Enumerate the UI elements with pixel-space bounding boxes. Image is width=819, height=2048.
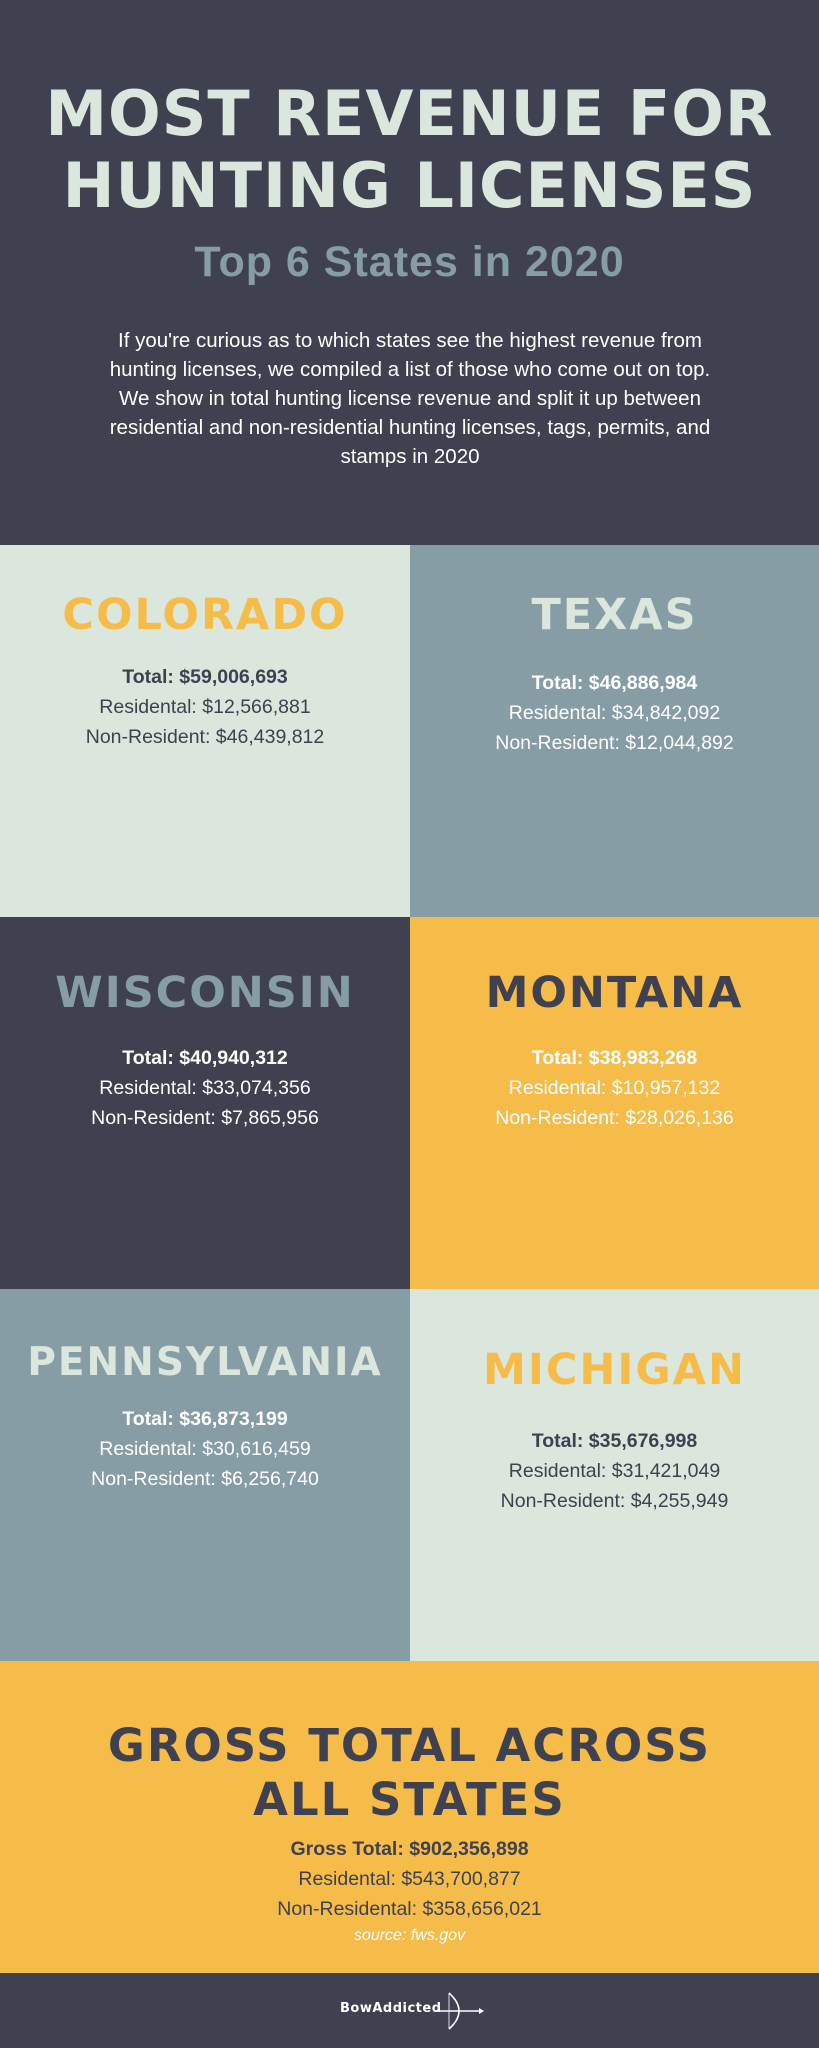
gross-total: Gross Total: $902,356,898 bbox=[290, 1838, 529, 1860]
header-section: MOST REVENUE FOR HUNTING LICENSES Top 6 … bbox=[0, 0, 819, 545]
source-note: source: fws.gov bbox=[353, 1927, 466, 1944]
state-panel-wisconsin: WISCONSIN Total: $40,940,312 Residental:… bbox=[0, 917, 410, 1289]
state-panel-texas: TEXAS Total: $46,886,984 Residental: $34… bbox=[410, 545, 819, 917]
state-non-resident: Non-Resident: $46,439,812 bbox=[85, 726, 325, 748]
state-non-resident: Non-Resident: $4,255,949 bbox=[500, 1490, 729, 1512]
state-stats: Total: $35,676,998 Residental: $31,421,0… bbox=[410, 1426, 819, 1516]
state-name: MONTANA bbox=[485, 968, 744, 1018]
gross-total-section: GROSS TOTAL ACROSS ALL STATES Gross Tota… bbox=[0, 1661, 819, 1973]
bowaddicted-logo: BowAddicted bbox=[340, 1991, 490, 2031]
state-stats: Total: $38,983,268 Residental: $10,957,1… bbox=[410, 1043, 819, 1133]
gross-non-residential: Non-Residental: $358,656,021 bbox=[277, 1898, 542, 1920]
state-residential: Residental: $12,566,881 bbox=[99, 696, 311, 718]
state-total: Total: $38,983,268 bbox=[531, 1047, 698, 1069]
state-panel-pennsylvania: PENNSYLVANIA Total: $36,873,199 Resident… bbox=[0, 1289, 410, 1661]
state-stats: Total: $36,873,199 Residental: $30,616,4… bbox=[0, 1404, 410, 1494]
state-panel-colorado: COLORADO Total: $59,006,693 Residental: … bbox=[0, 545, 410, 917]
state-name: MICHIGAN bbox=[483, 1345, 746, 1395]
state-residential: Residental: $10,957,132 bbox=[508, 1077, 721, 1099]
state-name: PENNSYLVANIA bbox=[27, 1340, 383, 1385]
state-name: COLORADO bbox=[62, 590, 348, 640]
state-total: Total: $59,006,693 bbox=[122, 666, 288, 688]
state-total: Total: $40,940,312 bbox=[122, 1047, 288, 1069]
state-total: Total: $35,676,998 bbox=[531, 1430, 698, 1452]
state-non-resident: Non-Resident: $28,026,136 bbox=[495, 1107, 734, 1129]
state-non-resident: Non-Resident: $7,865,956 bbox=[91, 1107, 319, 1129]
gross-residential: Residental: $543,700,877 bbox=[298, 1868, 521, 1890]
gross-title-line-2: ALL STATES bbox=[253, 1773, 566, 1826]
gross-title: GROSS TOTAL ACROSS ALL STATES bbox=[0, 1719, 819, 1827]
state-non-resident: Non-Resident: $12,044,892 bbox=[495, 732, 734, 754]
state-residential: Residental: $31,421,049 bbox=[508, 1460, 721, 1482]
footer: BowAddicted bbox=[0, 1973, 819, 2048]
gross-title-line-1: GROSS TOTAL ACROSS bbox=[107, 1719, 712, 1772]
state-total: Total: $36,873,199 bbox=[122, 1408, 288, 1430]
gross-stats: Gross Total: $902,356,898 Residental: $5… bbox=[0, 1834, 819, 1948]
state-stats: Total: $59,006,693 Residental: $12,566,8… bbox=[0, 662, 410, 752]
title-line-2: HUNTING LICENSES bbox=[62, 149, 757, 222]
state-residential: Residental: $34,842,092 bbox=[508, 702, 721, 724]
bow-arrow-icon bbox=[435, 1992, 484, 2030]
subtitle: Top 6 States in 2020 bbox=[194, 238, 625, 286]
state-non-resident: Non-Resident: $6,256,740 bbox=[91, 1468, 319, 1490]
state-residential: Residental: $30,616,459 bbox=[99, 1438, 311, 1460]
title-line-1: MOST REVENUE FOR bbox=[45, 77, 774, 150]
state-total: Total: $46,886,984 bbox=[531, 672, 698, 694]
state-stats: Total: $46,886,984 Residental: $34,842,0… bbox=[410, 668, 819, 758]
state-name: TEXAS bbox=[531, 590, 698, 640]
state-panel-montana: MONTANA Total: $38,983,268 Residental: $… bbox=[410, 917, 819, 1289]
state-stats: Total: $40,940,312 Residental: $33,074,3… bbox=[0, 1043, 410, 1133]
logo-text: BowAddicted bbox=[340, 2001, 442, 2016]
intro-paragraph: If you're curious as to which states see… bbox=[109, 329, 711, 468]
state-panel-michigan: MICHIGAN Total: $35,676,998 Residental: … bbox=[410, 1289, 819, 1661]
state-name: WISCONSIN bbox=[55, 968, 355, 1018]
state-residential: Residental: $33,074,356 bbox=[99, 1077, 311, 1099]
main-title: MOST REVENUE FOR HUNTING LICENSES bbox=[0, 78, 819, 222]
